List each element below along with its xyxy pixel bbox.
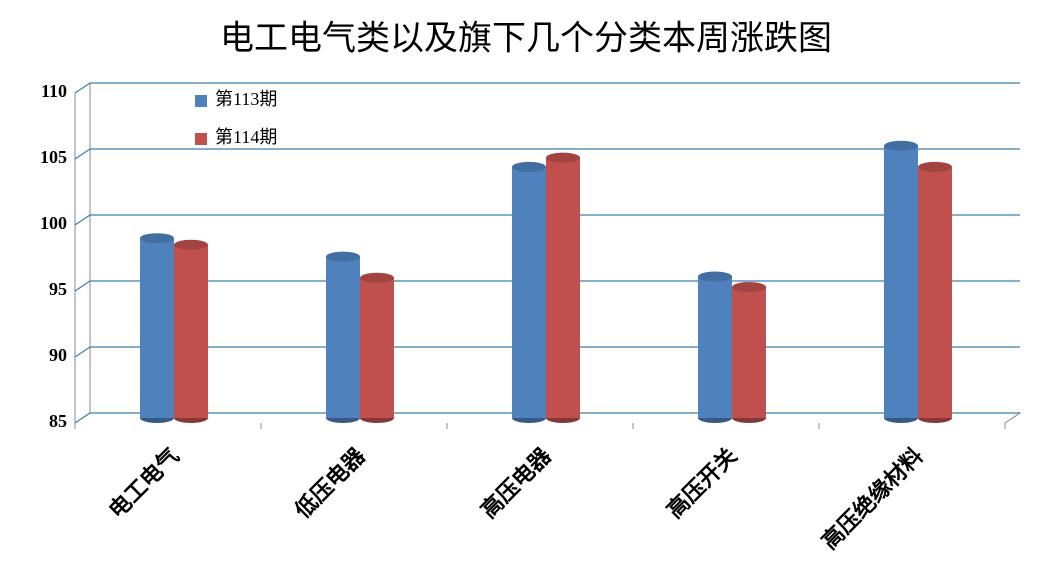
bar-cap — [698, 271, 732, 282]
bar-cap — [140, 233, 174, 244]
bar-cap — [732, 282, 766, 293]
bar-cap — [918, 161, 952, 172]
bar-cap — [326, 251, 360, 262]
y-tick-label: 95 — [49, 279, 67, 299]
bar-cap — [546, 152, 580, 163]
x-tick-label: 高压绝缘材料 — [817, 443, 929, 555]
x-tick-label: 电工电气 — [104, 443, 185, 524]
bar — [512, 166, 546, 418]
grid-line — [74, 148, 1020, 160]
x-tick-label: 低压电器 — [290, 443, 371, 524]
y-tick-label: 85 — [49, 411, 67, 431]
grid-line — [74, 214, 1020, 226]
bar — [360, 277, 394, 418]
legend-swatch — [195, 133, 207, 145]
bar — [140, 238, 174, 418]
y-tick-label: 105 — [40, 147, 67, 167]
bar-cap — [174, 239, 208, 250]
grid-line — [74, 82, 1020, 94]
chart-title: 电工电气类以及旗下几个分类本周涨跌图 — [220, 19, 832, 59]
legend-swatch — [195, 95, 207, 107]
legend-label: 第113期 — [215, 89, 277, 109]
x-tick-label: 高压电器 — [476, 442, 557, 523]
y-tick-label: 110 — [41, 81, 67, 101]
y-tick-label: 100 — [40, 213, 67, 233]
bar — [326, 256, 360, 418]
y-tick-label: 90 — [49, 345, 67, 365]
bar — [546, 157, 580, 418]
x-tick-label: 高压开关 — [662, 443, 743, 524]
bar — [174, 244, 208, 418]
bar-cap — [360, 272, 394, 283]
bar — [732, 287, 766, 418]
bar — [884, 145, 918, 419]
legend-label: 第114期 — [215, 127, 277, 147]
bar-cap — [884, 140, 918, 151]
bar — [698, 276, 732, 418]
bar-cap — [512, 161, 546, 172]
bar — [918, 166, 952, 418]
